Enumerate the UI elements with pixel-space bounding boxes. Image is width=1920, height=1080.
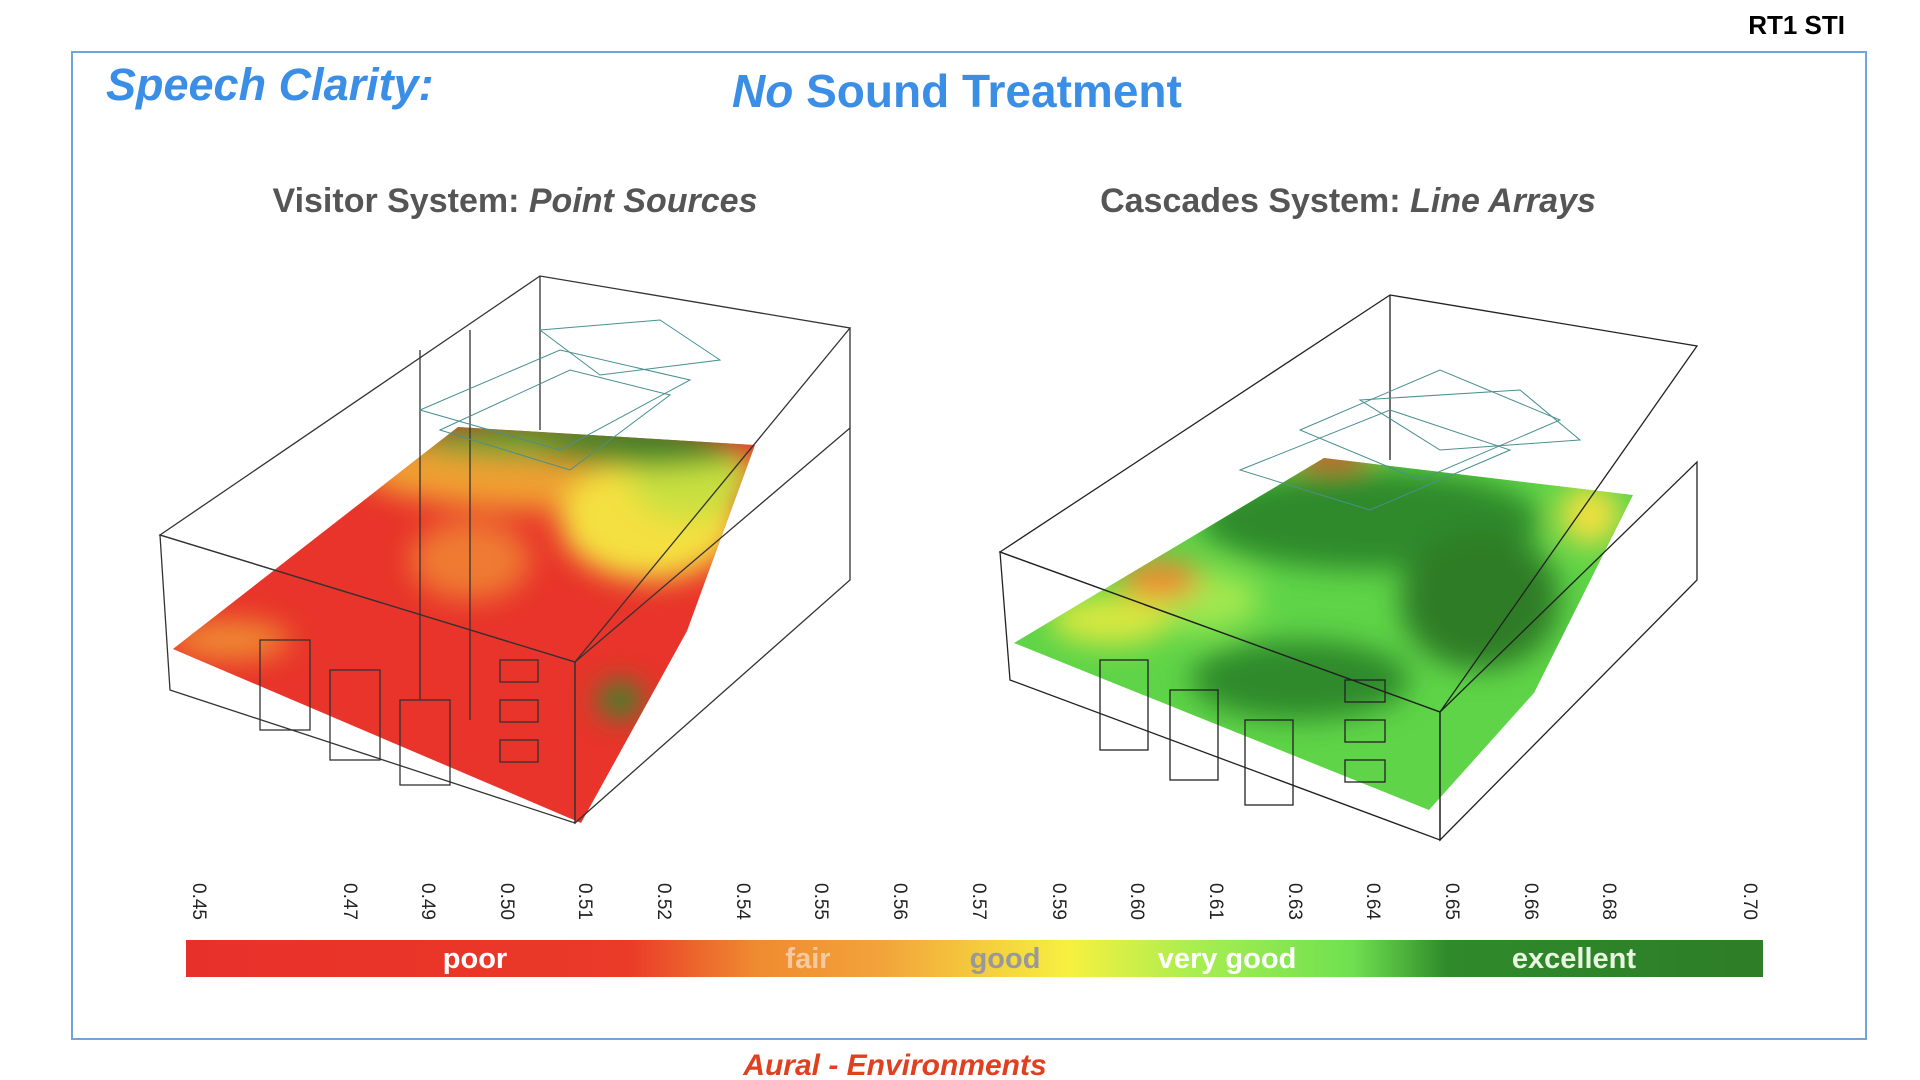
panel-label: Cascades System:: [1100, 182, 1401, 220]
panel-title: Visitor System: Point Sources: [273, 182, 758, 220]
scale-band-label: poor: [443, 943, 507, 975]
scale-ticks: 0.45 0.47 0.49 0.50 0.51 0.52 0.54 0.55 0.56 0.57…: [188, 883, 1760, 920]
scale-band-label: excellent: [1512, 943, 1636, 975]
scale-tick-label: 0.66: [1520, 883, 1541, 920]
panel-detail: Line Arrays: [1410, 182, 1596, 220]
scale-band-label: good: [970, 943, 1041, 975]
scale-tick-label: 0.57: [968, 883, 989, 920]
header-tag: RT1 STI: [1748, 10, 1845, 40]
panel-detail: Point Sources: [529, 182, 758, 220]
panel-title: Cascades System: Line Arrays: [1100, 182, 1596, 220]
subtitle-rest: Sound Treatment: [806, 65, 1182, 117]
subtitle-lead: No: [732, 65, 793, 117]
scale-tick-label: 0.64: [1362, 883, 1383, 920]
scale-tick-label: 0.63: [1284, 883, 1305, 920]
heatmap-right: [998, 294, 1699, 842]
scale-tick-label: 0.61: [1205, 883, 1226, 920]
scale-bands: poor fair good very good excellent: [443, 943, 1637, 975]
slide-subtitle: No Sound Treatment: [732, 65, 1182, 117]
panel-label: Visitor System:: [273, 182, 520, 220]
scale-tick-label: 0.68: [1598, 883, 1619, 920]
scale-band-label: fair: [785, 943, 830, 975]
scale-tick-label: 0.65: [1441, 883, 1462, 920]
scale-tick-label: 0.56: [889, 883, 910, 920]
scale-tick-label: 0.54: [732, 883, 753, 920]
heatmap-left: [158, 275, 852, 825]
scale-tick-label: 0.51: [574, 883, 595, 920]
color-scale-bar: [186, 940, 1763, 977]
slide-title: Speech Clarity:: [106, 59, 434, 110]
scale-band-label: very good: [1158, 943, 1297, 975]
scale-tick-label: 0.45: [188, 883, 209, 920]
scale-tick-label: 0.59: [1048, 883, 1069, 920]
scale-tick-label: 0.60: [1126, 883, 1147, 920]
scale-tick-label: 0.52: [653, 883, 674, 920]
scale-tick-label: 0.70: [1739, 883, 1760, 920]
scale-tick-label: 0.50: [496, 883, 517, 920]
slide-frame: [71, 51, 1867, 1040]
footer: Aural - Environments: [742, 1049, 1046, 1080]
scale-tick-label: 0.55: [810, 883, 831, 920]
scale-tick-label: 0.49: [417, 883, 438, 920]
scale-tick-label: 0.47: [339, 883, 360, 920]
